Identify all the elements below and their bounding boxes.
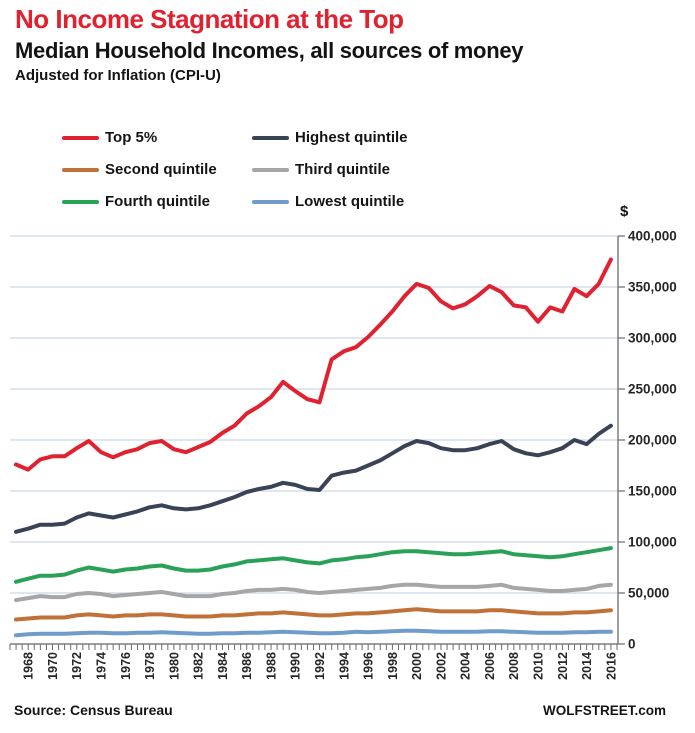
legend-swatch-third-quintile	[252, 167, 289, 172]
series-highest-quintile	[14, 423, 613, 534]
x-tick-label: 2006	[483, 652, 497, 680]
legend-label: Highest quintile	[295, 129, 408, 146]
chart-legend: Top 5% Highest quintile Second quintile …	[62, 127, 408, 212]
gridlines	[10, 235, 618, 645]
x-tick-label: 1990	[289, 652, 303, 680]
x-tick-label: 1968	[22, 652, 36, 680]
series-third-quintile	[14, 582, 613, 603]
x-tick-label: 2004	[459, 652, 473, 680]
series-top-5-	[14, 257, 613, 472]
legend-label: Third quintile	[295, 161, 390, 178]
x-tick-label: 1976	[119, 652, 133, 680]
legend-swatch-top5	[62, 135, 99, 140]
x-tick-label: 1996	[362, 652, 376, 680]
legend-swatch-highest-quintile	[252, 135, 289, 140]
y-tick-label: 50,000	[628, 586, 669, 601]
x-tick-label: 2012	[556, 652, 570, 680]
x-tick-label: 1978	[143, 652, 157, 680]
y-axis: 400,000 350,000 300,000 250,000 200,000 150,0…	[617, 229, 677, 652]
x-tick-label: 1994	[337, 652, 351, 680]
x-tick-label: 1984	[216, 652, 230, 680]
y-tick-label: 0	[628, 637, 636, 652]
x-tick-label: 1998	[386, 652, 400, 680]
legend-swatch-lowest-quintile	[252, 199, 289, 204]
x-tick-label: 1972	[70, 652, 84, 680]
y-axis-unit-label: $	[620, 203, 629, 220]
x-tick-label: 1974	[94, 652, 108, 680]
series-lowest-quintile	[14, 628, 613, 638]
legend-item-lowest-quintile: Lowest quintile	[252, 191, 408, 212]
chart-note: Adjusted for Inflation (CPI-U)	[15, 67, 221, 84]
chart-title: No Income Stagnation at the Top	[15, 4, 404, 34]
legend-label: Top 5%	[105, 129, 158, 146]
legend-swatch-second-quintile	[62, 167, 99, 172]
legend-item-highest-quintile: Highest quintile	[252, 127, 408, 148]
x-tick-label: 2008	[507, 652, 521, 680]
x-axis: 1968 1970 1972 1974 1976 1978 1980 1982 1984 1986…	[9, 643, 618, 680]
x-tick-label: 2002	[434, 652, 448, 680]
chart-subtitle: Median Household Incomes, all sources of…	[15, 38, 524, 63]
x-tick-label: 1980	[167, 652, 181, 680]
legend-item-second-quintile: Second quintile	[62, 159, 252, 180]
series-fourth-quintile	[14, 546, 613, 584]
legend-item-third-quintile: Third quintile	[252, 159, 408, 180]
x-tick-label: 1982	[192, 652, 206, 680]
y-tick-label: 250,000	[628, 382, 677, 397]
y-tick-label: 150,000	[628, 484, 677, 499]
legend-label: Lowest quintile	[295, 193, 405, 210]
legend-swatch-fourth-quintile	[62, 199, 99, 204]
x-tick-label: 2010	[532, 652, 546, 680]
legend-item-top5: Top 5%	[62, 127, 252, 148]
y-tick-label: 400,000	[628, 229, 677, 244]
x-tick-label: 1970	[46, 652, 60, 680]
x-tick-label: 2016	[604, 652, 618, 680]
y-tick-label: 350,000	[628, 280, 677, 295]
y-tick-label: 200,000	[628, 433, 677, 448]
source-credit: Source: Census Bureau	[14, 702, 173, 718]
x-tick-label: 2014	[580, 652, 594, 680]
y-tick-label: 100,000	[628, 535, 677, 550]
x-tick-label: 1992	[313, 652, 327, 680]
y-tick-label: 300,000	[628, 331, 677, 346]
legend-label: Fourth quintile	[105, 193, 210, 210]
x-tick-label: 1988	[264, 652, 278, 680]
x-tick-label: 2000	[410, 652, 424, 680]
site-brand: WOLFSTREET.com	[542, 703, 666, 718]
series-second-quintile	[14, 607, 613, 622]
legend-item-fourth-quintile: Fourth quintile	[62, 191, 252, 212]
x-tick-label: 1986	[240, 652, 254, 680]
legend-label: Second quintile	[105, 161, 217, 178]
